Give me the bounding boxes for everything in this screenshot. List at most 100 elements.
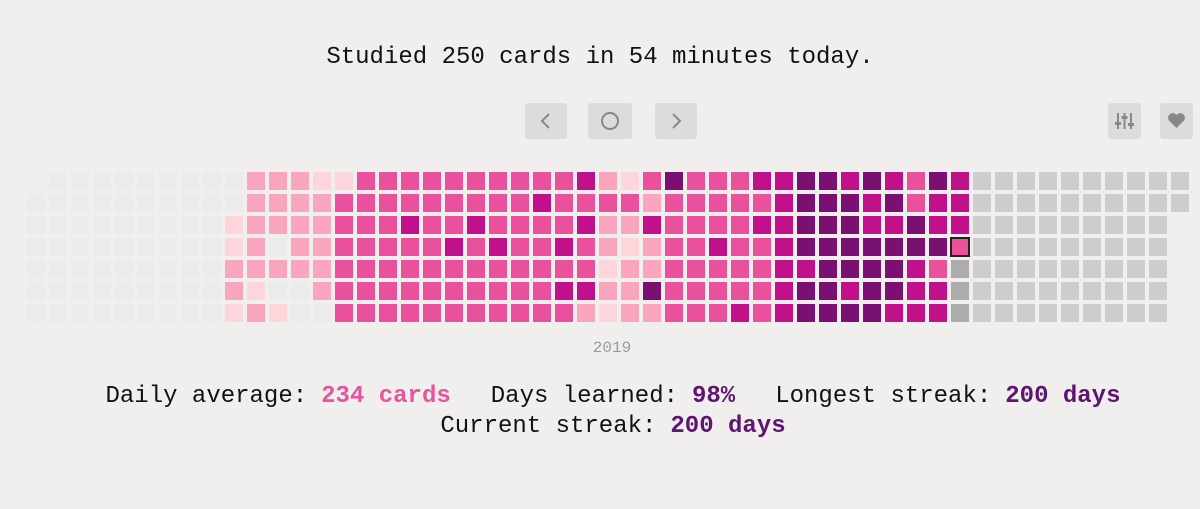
support-button[interactable]: [1160, 103, 1193, 139]
day-cell: [1061, 260, 1079, 278]
day-cell: [489, 260, 507, 278]
day-cell: [49, 282, 67, 300]
day-cell: [93, 194, 111, 212]
day-cell: [621, 172, 639, 190]
options-button[interactable]: [1108, 103, 1141, 139]
day-cell: [621, 194, 639, 212]
day-cell: [1149, 238, 1167, 256]
day-cell: [269, 194, 287, 212]
next-button[interactable]: [655, 103, 697, 139]
day-cell: [577, 282, 595, 300]
day-cell: [709, 216, 727, 234]
day-cell: [445, 260, 463, 278]
day-cell: [335, 260, 353, 278]
day-cell: [1083, 304, 1101, 322]
day-cell: [1017, 238, 1035, 256]
day-cell: [995, 260, 1013, 278]
prev-button[interactable]: [525, 103, 567, 139]
day-cell: [467, 238, 485, 256]
day-cell: [291, 304, 309, 322]
day-cell: [797, 260, 815, 278]
day-cell: [1039, 238, 1057, 256]
day-cell: [643, 260, 661, 278]
day-cell: [841, 282, 859, 300]
day-cell: [49, 216, 67, 234]
day-cell: [885, 216, 903, 234]
day-cell: [577, 238, 595, 256]
day-cell: [863, 216, 881, 234]
day-cell: [401, 304, 419, 322]
day-cell: [555, 238, 573, 256]
day-cell: [1017, 172, 1035, 190]
day-cell: [863, 194, 881, 212]
day-cell: [929, 282, 947, 300]
day-cell: [1083, 260, 1101, 278]
day-cell: [533, 282, 551, 300]
day-cell: [269, 172, 287, 190]
day-cell: [643, 238, 661, 256]
day-cell: [269, 260, 287, 278]
day-cell: [753, 194, 771, 212]
day-cell: [863, 172, 881, 190]
day-cell: [863, 304, 881, 322]
day-cell: [203, 282, 221, 300]
day-cell: [203, 260, 221, 278]
day-cell: [159, 216, 177, 234]
today-button[interactable]: [588, 103, 632, 139]
day-cell: [665, 304, 683, 322]
day-cell: [907, 216, 925, 234]
stat-value: 98%: [692, 383, 736, 410]
day-cell: [929, 260, 947, 278]
day-cell: [313, 260, 331, 278]
day-cell: [797, 304, 815, 322]
day-cell: [511, 282, 529, 300]
day-cell: [159, 282, 177, 300]
day-cell: [445, 172, 463, 190]
day-cell: [1061, 172, 1079, 190]
day-cell: [621, 282, 639, 300]
day-cell: [1017, 282, 1035, 300]
day-cell: [709, 304, 727, 322]
day-cell: [775, 172, 793, 190]
stat-label: Longest streak:: [775, 383, 992, 410]
day-cell: [709, 238, 727, 256]
day-cell: [137, 238, 155, 256]
day-cell: [203, 194, 221, 212]
day-cell: [115, 304, 133, 322]
day-cell: [533, 304, 551, 322]
day-cell: [379, 238, 397, 256]
day-cell: [225, 216, 243, 234]
day-cell: [1105, 238, 1123, 256]
stat-label: Daily average:: [105, 383, 308, 410]
day-cell: [973, 216, 991, 234]
day-cell: [467, 260, 485, 278]
day-cell: [93, 238, 111, 256]
stat: Days learned: 98%: [491, 382, 735, 412]
day-cell: [819, 172, 837, 190]
day-cell: [1061, 216, 1079, 234]
day-cell: [731, 172, 749, 190]
day-cell: [115, 282, 133, 300]
day-cell: [511, 238, 529, 256]
day-cell: [49, 194, 67, 212]
day-cell: [665, 238, 683, 256]
day-cell: [863, 260, 881, 278]
day-cell: [775, 260, 793, 278]
day-cell: [93, 282, 111, 300]
day-cell: [269, 304, 287, 322]
day-cell: [841, 172, 859, 190]
day-cell: [753, 304, 771, 322]
day-cell: [687, 238, 705, 256]
day-cell: [1127, 194, 1145, 212]
icon: [1168, 113, 1185, 128]
day-cell: [27, 304, 45, 322]
day-cell: [1083, 216, 1101, 234]
day-cell: [555, 216, 573, 234]
day-cell: [137, 216, 155, 234]
day-cell: [731, 304, 749, 322]
day-cell: [71, 260, 89, 278]
icon: [1115, 113, 1134, 129]
day-cell: [1149, 216, 1167, 234]
day-cell: [995, 172, 1013, 190]
day-cell: [775, 304, 793, 322]
